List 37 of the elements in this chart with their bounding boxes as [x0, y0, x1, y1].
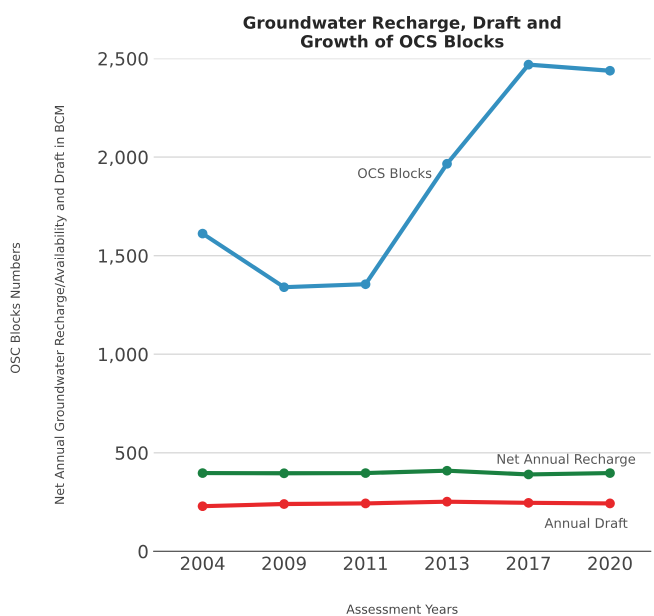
- text: OSC Blocks Numbers: [10, 242, 20, 374]
- point: [360, 279, 370, 290]
- point: [360, 468, 370, 478]
- y-tick-label: 500: [116, 446, 148, 460]
- point: [524, 470, 534, 480]
- point: [360, 498, 370, 508]
- y-tick-label: 2,500: [98, 52, 148, 68]
- x-tick-label: 2009: [262, 556, 306, 570]
- point: [442, 496, 452, 507]
- point: [605, 66, 615, 76]
- point: [524, 60, 534, 70]
- y-tick-label: 2,000: [98, 150, 148, 166]
- point: [524, 498, 534, 508]
- y-tick-label: 1,500: [99, 249, 148, 265]
- x-tick-label: 2004: [180, 556, 225, 570]
- point: [442, 466, 452, 476]
- point: [442, 158, 452, 169]
- point: [198, 228, 208, 238]
- y-tick-label: 1,000: [99, 348, 148, 364]
- point: [198, 468, 208, 478]
- point: [198, 501, 208, 512]
- point: [605, 498, 615, 508]
- point: [279, 282, 289, 292]
- y-tick-label: 0: [138, 544, 148, 558]
- series-label: OCS Blocks: [358, 168, 432, 178]
- chart-title: Groundwater Recharge, Draft and Growth of OCS Blocks: [244, 16, 560, 48]
- series-label: Annual Draft: [544, 518, 628, 528]
- x-tick-label: 2020: [588, 556, 632, 570]
- x-tick-label: 2011: [344, 556, 387, 570]
- y-axis-title: Net Annual Groundwater Recharge/Availability and Draft in BCM: [54, 106, 67, 504]
- point: [279, 499, 289, 509]
- point: [279, 468, 289, 478]
- x-tick-label: 2013: [425, 556, 469, 570]
- x-axis-title: Assessment Years: [346, 604, 458, 614]
- x-tick-label: 2017: [506, 556, 550, 570]
- series-label: Net Annual Recharge: [498, 454, 636, 467]
- point: [605, 468, 615, 478]
